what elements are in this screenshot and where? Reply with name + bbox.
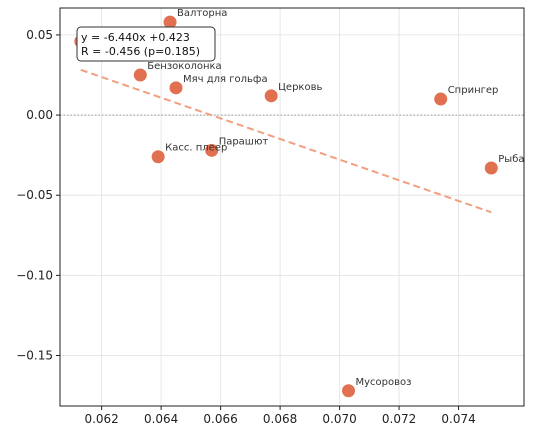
y-tick-label: 0.00 xyxy=(26,108,53,122)
y-tick-label: 0.05 xyxy=(26,28,53,42)
point-labels: Валторна Бензоколонка Мяч для гольфа Церков… xyxy=(147,8,524,388)
annotation-correlation: R = -0.456 (p=0.185) xyxy=(81,45,200,58)
point-label: Спрингер xyxy=(448,85,499,96)
point-label: Парашют xyxy=(219,136,269,147)
point-label: Мяч для гольфа xyxy=(183,74,268,85)
regression-annotation: y = -6.440x +0.423 R = -0.456 (p=0.185) xyxy=(76,26,216,62)
point-label: Валторна xyxy=(177,8,227,19)
plot-frame xyxy=(59,7,525,407)
data-points xyxy=(73,14,499,399)
point-label: Рыба xyxy=(498,154,524,165)
x-tick-label: 0.062 xyxy=(84,412,118,426)
x-tick-label: 0.064 xyxy=(144,412,178,426)
x-tick-label: 0.074 xyxy=(441,412,475,426)
data-point xyxy=(483,160,499,176)
grid xyxy=(60,8,524,406)
data-point xyxy=(341,383,357,399)
data-point xyxy=(263,88,279,104)
x-tick-label: 0.068 xyxy=(263,412,297,426)
y-axis-ticks: 0.05 0.00 −0.05 −0.10 −0.15 xyxy=(16,28,60,363)
trend-line xyxy=(80,68,492,214)
annotation-box-background xyxy=(76,26,216,62)
data-point xyxy=(168,80,184,96)
y-tick-label: −0.05 xyxy=(16,188,53,202)
x-tick-label: 0.070 xyxy=(322,412,356,426)
point-label: Мусоровоз xyxy=(356,377,412,388)
x-axis-ticks: 0.062 0.064 0.066 0.068 0.070 0.072 0.074 xyxy=(84,406,476,426)
annotation-equation: y = -6.440x +0.423 xyxy=(81,31,190,44)
x-tick-label: 0.066 xyxy=(203,412,237,426)
data-point xyxy=(132,67,148,83)
point-label: Касс. плеер xyxy=(165,143,227,154)
data-point xyxy=(150,149,166,165)
data-point xyxy=(433,91,449,107)
point-label: Бензоколонка xyxy=(147,61,221,72)
y-tick-label: −0.15 xyxy=(16,349,53,363)
x-tick-label: 0.072 xyxy=(382,412,416,426)
point-label: Церковь xyxy=(278,82,322,93)
y-tick-label: −0.10 xyxy=(16,268,53,282)
data-point xyxy=(204,142,220,158)
